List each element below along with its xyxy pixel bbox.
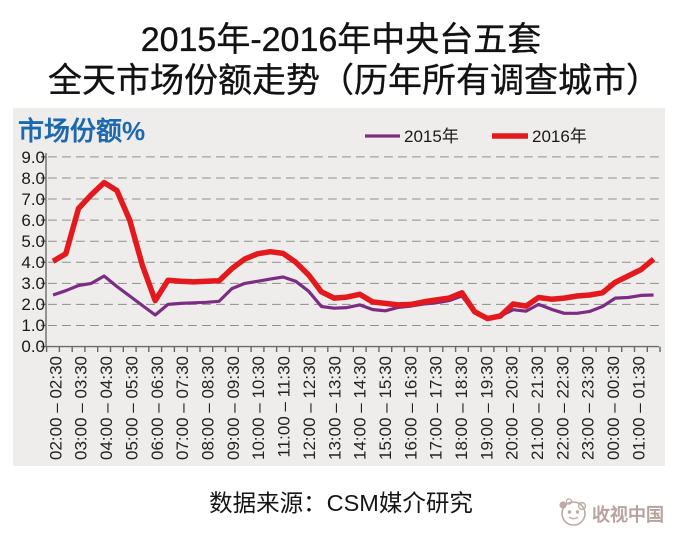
svg-text:22:00 – 22:30: 22:00 – 22:30 (553, 356, 572, 460)
svg-text:08:00 – 08:30: 08:00 – 08:30 (199, 356, 218, 460)
svg-text:14:00 – 14:30: 14:00 – 14:30 (351, 356, 370, 460)
svg-text:15:00 – 15:30: 15:00 – 15:30 (376, 356, 395, 460)
svg-text:9.0: 9.0 (21, 148, 45, 167)
svg-text:02:00 – 02:30: 02:00 – 02:30 (46, 356, 65, 460)
svg-text:5.0: 5.0 (21, 232, 45, 251)
svg-text:05:00 – 05:30: 05:00 – 05:30 (123, 356, 142, 460)
svg-text:7.0: 7.0 (21, 190, 45, 209)
svg-text:12:00 – 12:30: 12:00 – 12:30 (300, 356, 319, 460)
svg-text:19:00 – 19:30: 19:00 – 19:30 (477, 356, 496, 460)
svg-text:13:00 – 13:30: 13:00 – 13:30 (325, 356, 344, 460)
svg-text:0.0: 0.0 (21, 337, 45, 356)
svg-text:4.0: 4.0 (21, 253, 45, 272)
svg-text:10:00 – 10:30: 10:00 – 10:30 (249, 356, 268, 460)
svg-text:1.0: 1.0 (21, 316, 45, 335)
svg-text:8.0: 8.0 (21, 169, 45, 188)
svg-text:11:00 – 11:30: 11:00 – 11:30 (275, 356, 294, 457)
svg-text:2.0: 2.0 (21, 295, 45, 314)
svg-text:23:00 – 23:30: 23:00 – 23:30 (579, 356, 598, 460)
svg-text:17:00 – 17:30: 17:00 – 17:30 (427, 356, 446, 460)
svg-text:2016年: 2016年 (532, 127, 587, 146)
svg-text:3.0: 3.0 (21, 274, 45, 293)
svg-text:04:00 – 04:30: 04:00 – 04:30 (97, 356, 116, 460)
svg-text:21:00 – 21:30: 21:00 – 21:30 (528, 356, 547, 460)
svg-text:00:00 – 00:30: 00:00 – 00:30 (604, 356, 623, 460)
svg-text:6.0: 6.0 (21, 211, 45, 230)
svg-text:20:00 – 20:30: 20:00 – 20:30 (503, 356, 522, 460)
svg-text:03:00 – 03:30: 03:00 – 03:30 (72, 356, 91, 460)
svg-text:01:00 – 01:30: 01:00 – 01:30 (630, 356, 649, 460)
svg-text:06:00 – 06:30: 06:00 – 06:30 (148, 356, 167, 460)
svg-text:18:00 – 18:30: 18:00 – 18:30 (452, 356, 471, 460)
svg-text:09:00 – 09:30: 09:00 – 09:30 (224, 356, 243, 460)
svg-text:2015年: 2015年 (404, 127, 459, 146)
svg-text:16:00 – 16:30: 16:00 – 16:30 (401, 356, 420, 460)
svg-text:07:00 – 07:30: 07:00 – 07:30 (173, 356, 192, 460)
